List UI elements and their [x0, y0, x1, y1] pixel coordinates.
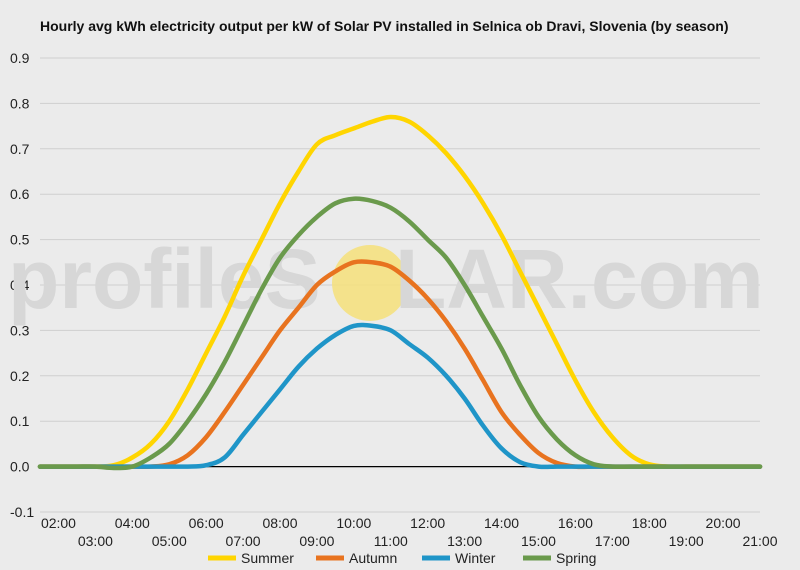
y-tick-label: 0.4 [10, 277, 30, 293]
y-tick-label: 0.7 [10, 141, 30, 157]
legend-item-autumn: Autumn [316, 550, 397, 566]
series-line-summer [37, 114, 763, 470]
legend-label: Summer [241, 550, 294, 566]
y-tick-label: 0.1 [10, 413, 30, 429]
legend-item-spring: Spring [523, 550, 596, 566]
y-tick-label: 0.3 [10, 322, 30, 338]
y-tick-label: 0.5 [10, 232, 30, 248]
grid-layer [40, 57, 760, 513]
y-tick-label: 0.9 [10, 50, 30, 66]
x-tick-label: 05:00 [152, 533, 187, 549]
x-tick-label: 08:00 [262, 515, 297, 531]
x-tick-label: 20:00 [706, 515, 741, 531]
y-tick-label: -0.1 [10, 504, 34, 520]
legend-item-winter: Winter [422, 550, 496, 566]
chart-title: Hourly avg kWh electricity output per kW… [40, 18, 729, 34]
legend-item-summer: Summer [208, 550, 294, 566]
series-layer [37, 114, 763, 471]
x-tick-label: 04:00 [115, 515, 150, 531]
x-tick-label: 09:00 [299, 533, 334, 549]
x-tick-label: 03:00 [78, 533, 113, 549]
x-tick-label: 18:00 [632, 515, 667, 531]
watermark-text-right: LAR.com [395, 232, 764, 326]
y-tick-label: 0.2 [10, 368, 30, 384]
legend-label: Autumn [349, 550, 397, 566]
y-tick-label: 0.6 [10, 186, 30, 202]
x-tick-label: 16:00 [558, 515, 593, 531]
watermark-text-left: profileS [8, 232, 321, 326]
x-tick-label: 12:00 [410, 515, 445, 531]
legend-label: Spring [556, 550, 596, 566]
y-axis-ticks: 0.9 0.8 0.7 0.6 0.5 0.4 0.3 0.2 0.1 0.0 -0.1 [10, 50, 34, 520]
x-tick-label: 15:00 [521, 533, 556, 549]
y-tick-label: 0.0 [10, 459, 30, 475]
x-tick-label: 02:00 [41, 515, 76, 531]
x-tick-label: 19:00 [669, 533, 704, 549]
x-tick-label: 17:00 [595, 533, 630, 549]
x-tick-label: 13:00 [447, 533, 482, 549]
series-line-spring [37, 196, 763, 471]
x-tick-label: 10:00 [336, 515, 371, 531]
watermark: profileS LAR.com [8, 232, 764, 326]
legend: Summer Autumn Winter Spring [208, 550, 596, 566]
x-axis-ticks: 02:00 04:00 06:00 08:00 10:00 12:00 14:00 16:00… [41, 515, 778, 549]
y-tick-label: 0.8 [10, 95, 30, 111]
x-tick-label: 11:00 [374, 533, 408, 549]
x-tick-label: 06:00 [189, 515, 224, 531]
legend-label: Winter [455, 550, 496, 566]
x-tick-label: 14:00 [484, 515, 519, 531]
x-tick-label: 21:00 [742, 533, 777, 549]
x-tick-label: 07:00 [226, 533, 261, 549]
